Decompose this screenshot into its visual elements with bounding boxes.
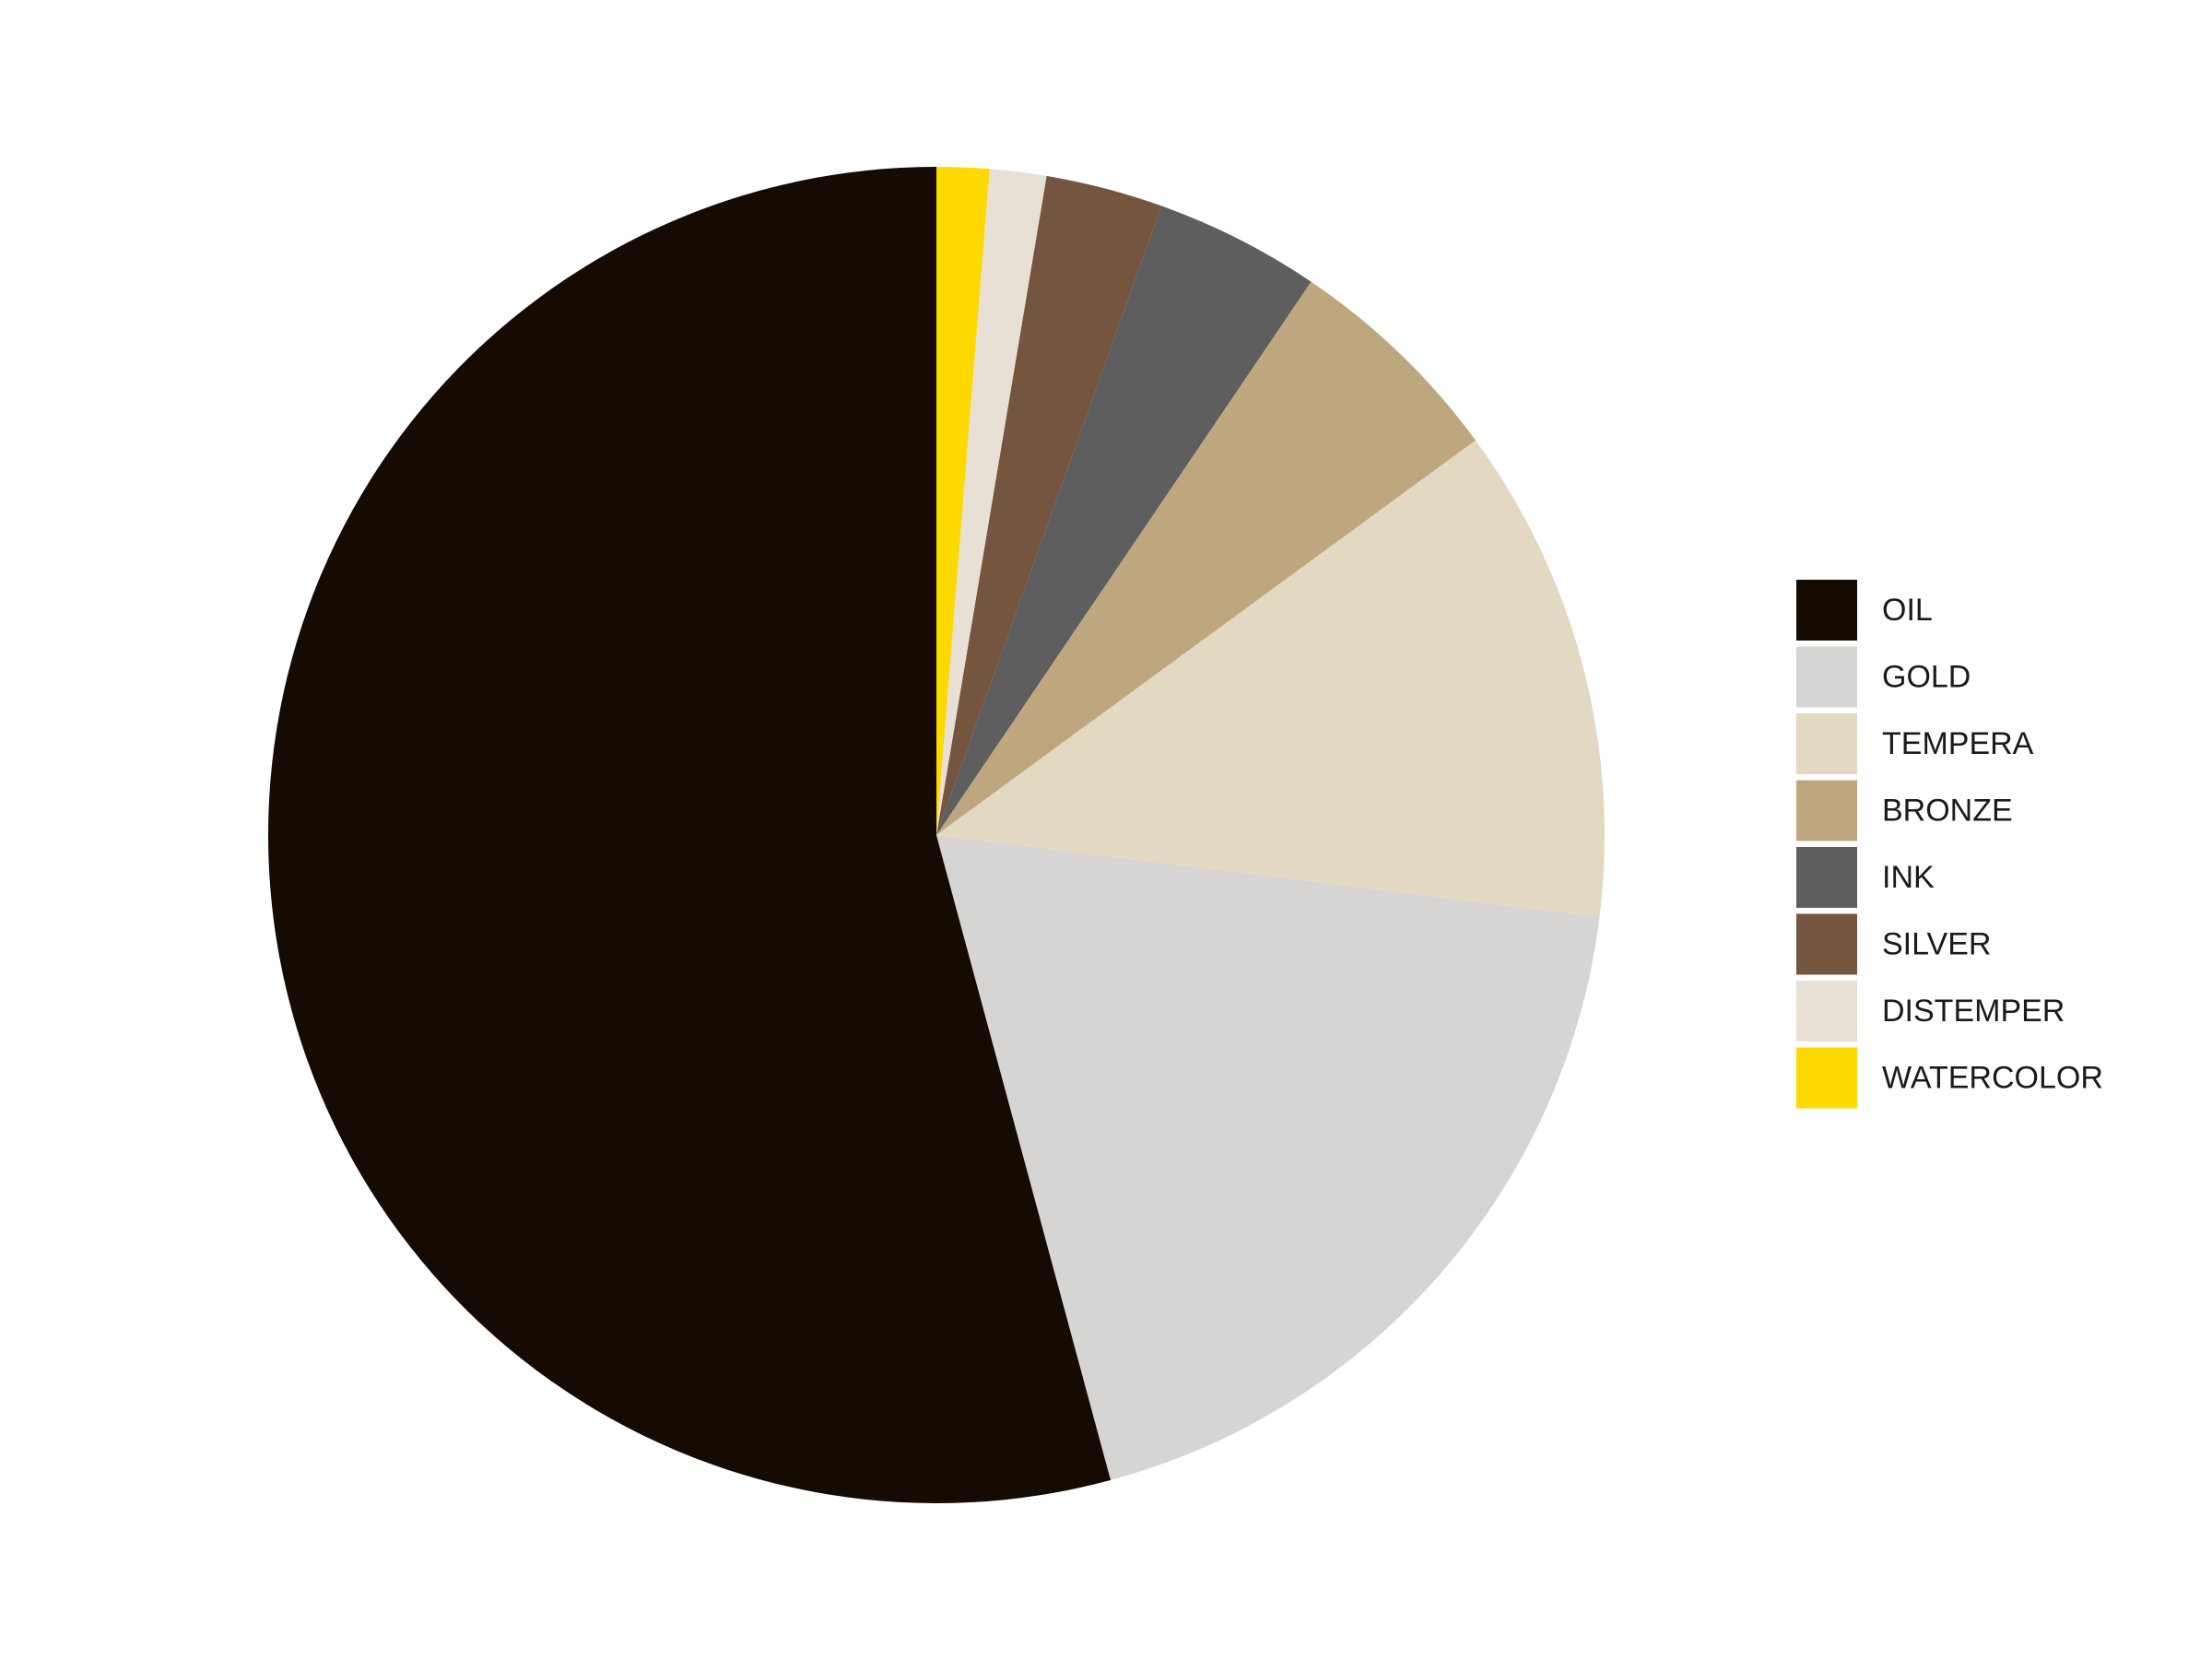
pie-slice-distemper — [936, 169, 1047, 835]
legend-swatch-tempera — [1796, 713, 1857, 774]
legend-swatch-watercolor — [1796, 1047, 1857, 1109]
legend-label-tempera: TEMPERA — [1882, 726, 2034, 761]
legend-swatch-silver — [1796, 913, 1857, 975]
legend-item-silver: SILVER — [1796, 913, 1991, 975]
legend-label-distemper: DISTEMPER — [1882, 994, 2065, 1029]
legend: OIL GOLD TEMPERA BRONZE INK SILVER DISTEMPER WA… — [1796, 580, 2103, 1109]
pie-slice-tempera — [936, 440, 1606, 917]
legend-label-oil: OIL — [1882, 593, 1933, 628]
legend-swatch-distemper — [1796, 981, 1857, 1041]
legend-swatch-bronze — [1796, 780, 1857, 841]
pie-slice-ink — [936, 206, 1312, 835]
legend-item-ink: INK — [1796, 847, 1935, 908]
legend-swatch-oil — [1796, 580, 1857, 641]
legend-item-distemper: DISTEMPER — [1796, 981, 2065, 1041]
pie-slice-oil — [268, 167, 1112, 1504]
legend-label-bronze: BRONZE — [1882, 794, 2013, 829]
legend-item-gold: GOLD — [1796, 646, 1971, 708]
pie-slices — [268, 167, 1606, 1504]
pie-slice-bronze — [936, 281, 1476, 835]
pie-slice-watercolor — [936, 167, 990, 835]
pie-slice-gold — [936, 835, 1600, 1480]
legend-item-watercolor: WATERCOLOR — [1796, 1047, 2103, 1109]
legend-swatch-ink — [1796, 847, 1857, 908]
legend-item-bronze: BRONZE — [1796, 780, 2013, 841]
legend-label-watercolor: WATERCOLOR — [1882, 1061, 2103, 1096]
legend-label-gold: GOLD — [1882, 660, 1971, 695]
legend-item-tempera: TEMPERA — [1796, 713, 2034, 774]
legend-item-oil: OIL — [1796, 580, 1933, 641]
legend-label-ink: INK — [1882, 860, 1935, 895]
pie-slice-silver — [936, 175, 1162, 835]
legend-label-silver: SILVER — [1882, 927, 1991, 962]
legend-swatch-gold — [1796, 646, 1857, 708]
